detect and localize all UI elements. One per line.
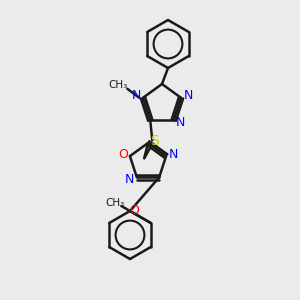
Text: N: N	[131, 89, 141, 102]
Text: O: O	[118, 148, 128, 160]
Text: CH₃: CH₃	[109, 80, 128, 90]
Text: CH₃: CH₃	[106, 198, 125, 208]
Text: S: S	[150, 134, 159, 148]
Text: N: N	[183, 89, 193, 102]
Text: O: O	[129, 205, 139, 218]
Text: N: N	[176, 116, 185, 129]
Text: N: N	[168, 148, 178, 160]
Text: N: N	[125, 173, 134, 186]
